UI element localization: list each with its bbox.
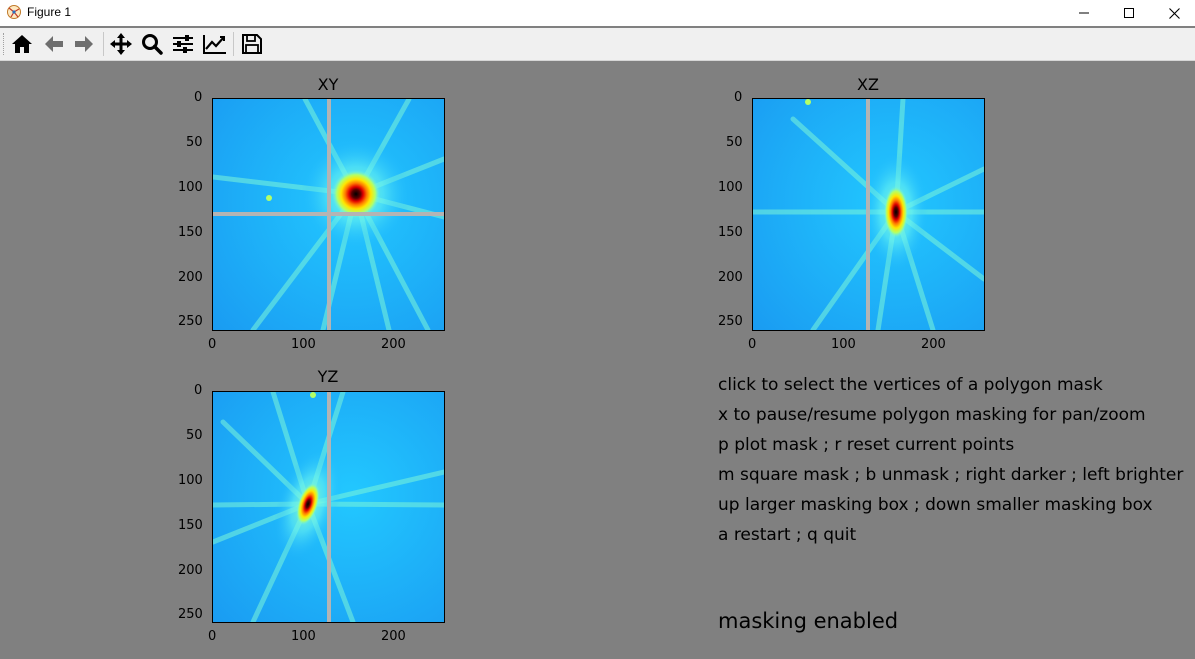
edit-axis-icon: [203, 35, 226, 54]
configure-subplots-icon: [173, 35, 193, 53]
y-tick-label: 50: [186, 135, 203, 150]
y-tick-label: 50: [726, 135, 743, 150]
save-button[interactable]: [238, 32, 266, 56]
x-tick-label: 100: [291, 629, 316, 644]
back-button[interactable]: [40, 32, 68, 56]
masking-status-text: masking enabled: [718, 609, 899, 633]
instruction-line: click to select the vertices of a polygo…: [718, 375, 1103, 395]
x-tick-label: 200: [381, 629, 406, 644]
y-tick-label: 0: [194, 383, 203, 398]
y-tick-label: 250: [178, 314, 203, 329]
maximize-button[interactable]: [1106, 0, 1152, 26]
pan-button[interactable]: [107, 32, 135, 56]
image-yz[interactable]: [212, 391, 445, 623]
instruction-line: a restart ; q quit: [718, 525, 857, 545]
forward-icon: [75, 36, 93, 52]
y-tick-label: 200: [178, 563, 203, 578]
y-tick-label: 0: [194, 90, 203, 105]
x-tick-label: 0: [208, 629, 217, 644]
y-tick-label: 150: [718, 225, 743, 240]
image-xy[interactable]: [212, 98, 445, 331]
window-titlebar: Figure 1: [0, 0, 1195, 26]
instruction-line: p plot mask ; r reset current points: [718, 435, 1015, 455]
instruction-line: up larger masking box ; down smaller mas…: [718, 495, 1153, 515]
x-tick-label: 0: [208, 337, 217, 352]
back-icon: [45, 36, 63, 52]
x-tick-label: 100: [831, 337, 856, 352]
forward-button[interactable]: [70, 32, 98, 56]
y-tick-label: 200: [718, 270, 743, 285]
x-tick-label: 200: [381, 337, 406, 352]
y-tick-label: 200: [178, 270, 203, 285]
close-button[interactable]: [1151, 0, 1195, 26]
home-button[interactable]: [8, 32, 36, 56]
y-tick-label: 150: [178, 225, 203, 240]
toolbar-separator: [103, 32, 104, 56]
instruction-line: x to pause/resume polygon masking for pa…: [718, 405, 1146, 425]
axes-title: XZ: [857, 75, 879, 94]
zoom-button[interactable]: [138, 32, 166, 56]
instruction-line: m square mask ; b unmask ; right darker …: [718, 465, 1184, 485]
toolbar-grip[interactable]: [3, 33, 6, 55]
y-tick-label: 100: [178, 473, 203, 488]
x-tick-label: 0: [748, 337, 757, 352]
home-icon: [12, 35, 32, 53]
axes-title: XY: [317, 75, 339, 94]
window-title: Figure 1: [27, 5, 72, 19]
y-tick-label: 250: [718, 314, 743, 329]
matplotlib-app-icon: [7, 5, 21, 19]
edit-axis-button[interactable]: [201, 32, 229, 56]
minimize-button[interactable]: [1061, 0, 1107, 26]
y-tick-label: 150: [178, 518, 203, 533]
maximize-icon: [1124, 8, 1134, 18]
y-tick-label: 0: [734, 90, 743, 105]
toolbar-separator: [233, 32, 234, 56]
x-tick-label: 200: [921, 337, 946, 352]
axes-title: YZ: [317, 367, 339, 386]
figure-canvas[interactable]: XY: [0, 61, 1195, 659]
close-icon: [1168, 7, 1180, 19]
save-icon: [242, 34, 262, 54]
navigation-toolbar: [0, 28, 1195, 61]
y-tick-label: 100: [718, 180, 743, 195]
configure-subplots-button[interactable]: [169, 32, 197, 56]
pan-icon: [110, 33, 132, 55]
y-tick-label: 250: [178, 607, 203, 622]
x-tick-label: 100: [291, 337, 316, 352]
image-xz[interactable]: [752, 98, 985, 331]
y-tick-label: 50: [186, 428, 203, 443]
minimize-icon: [1079, 12, 1089, 14]
y-tick-label: 100: [178, 180, 203, 195]
zoom-icon: [142, 34, 163, 55]
